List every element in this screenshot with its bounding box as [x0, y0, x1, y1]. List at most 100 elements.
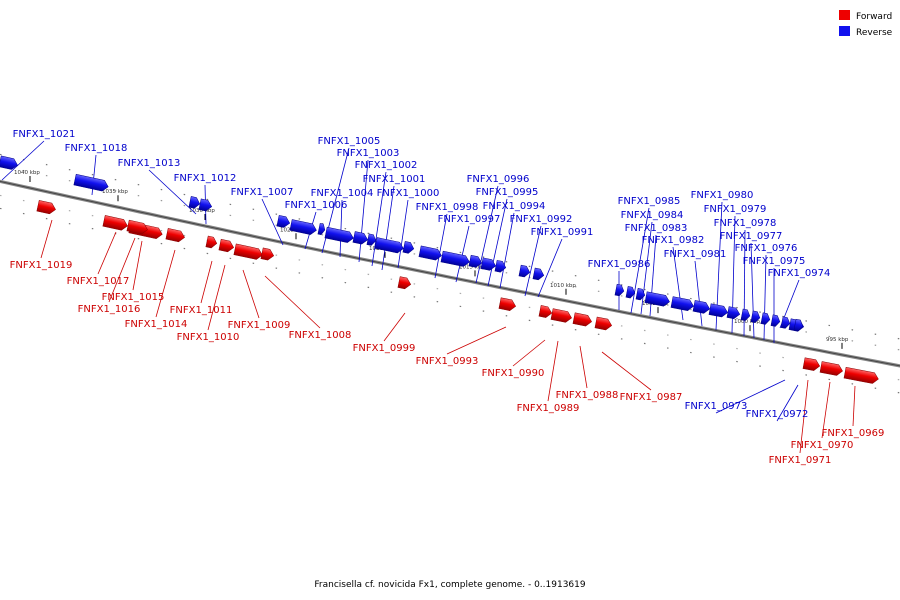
gene-label[interactable]: FNFX1_1009 [228, 320, 291, 331]
gene-label[interactable]: FNFX1_0991 [531, 227, 594, 238]
gene-label[interactable]: FNFX1_0995 [476, 187, 539, 198]
legend-forward[interactable]: Forward [839, 10, 892, 22]
gene-label[interactable]: FNFX1_1017 [67, 276, 130, 287]
gene-label[interactable]: FNFX1_0992 [510, 214, 573, 225]
gene-label[interactable]: FNFX1_0974 [768, 268, 831, 279]
gene-label[interactable]: FNFX1_1001 [363, 174, 426, 185]
gene-fnfx1-1011[interactable] [205, 235, 218, 249]
gene-label[interactable]: FNFX1_0996 [467, 174, 530, 185]
gene-fnfx1-1018[interactable] [73, 173, 110, 192]
gene-label[interactable]: FNFX1_0997 [438, 214, 501, 225]
gene-label[interactable]: FNFX1_0976 [735, 243, 798, 254]
gene-fnfx1-0993[interactable] [498, 297, 517, 312]
gene-fnfx1-1017[interactable] [102, 215, 129, 231]
gene-label[interactable]: FNFX1_0982 [642, 235, 705, 246]
gene-fnfx1-0996[interactable] [468, 254, 483, 268]
gene-label[interactable]: FNFX1_0984 [621, 210, 684, 221]
gene-fnfx1-0973[interactable] [780, 316, 791, 329]
gene-label[interactable]: FNFX1_1000 [377, 188, 440, 199]
gene-fnfx1-1002[interactable] [366, 233, 377, 246]
gene-fnfx1-0969[interactable] [843, 367, 879, 384]
gene-label[interactable]: FNFX1_0999 [353, 343, 416, 354]
gene-label[interactable]: FNFX1_0998 [416, 202, 479, 213]
gene-label[interactable]: FNFX1_1007 [231, 187, 294, 198]
gene-fnfx1-1004[interactable] [324, 226, 355, 243]
gene-label[interactable]: FNFX1_1016 [78, 304, 141, 315]
gene-label[interactable]: FNFX1_0969 [822, 428, 885, 439]
gene-fnfx1-0989[interactable] [550, 308, 573, 324]
gene-fnfx1-0981[interactable] [692, 300, 711, 314]
gene-label[interactable]: FNFX1_0978 [714, 218, 777, 229]
gene-fnfx1-1019[interactable] [36, 200, 57, 215]
gene-label[interactable]: FNFX1_0988 [556, 390, 619, 401]
legend-reverse[interactable]: Reverse [839, 26, 893, 38]
gene-fnfx1-0970[interactable] [819, 361, 844, 376]
gene-fnfx1-0975[interactable] [770, 314, 781, 327]
gene-label[interactable]: FNFX1_0970 [791, 440, 854, 451]
gene-fnfx1-1003[interactable] [352, 231, 369, 246]
gene-label[interactable]: FNFX1_1005 [318, 136, 381, 147]
gene-fnfx1-0995[interactable] [480, 257, 497, 272]
gene-fnfx1-0980[interactable] [708, 303, 729, 318]
gene-label[interactable]: FNFX1_1011 [170, 305, 233, 316]
gene-fnfx1-1005[interactable] [317, 223, 326, 236]
gene-fnfx1-0992[interactable] [518, 264, 531, 278]
gene-fnfx1-0972[interactable] [793, 318, 804, 332]
gene-fnfx1-0987[interactable] [594, 316, 613, 331]
gene-fnfx1-1010[interactable] [218, 238, 235, 253]
gene-label[interactable]: FNFX1_0989 [517, 403, 580, 414]
gene-fnfx1-1014[interactable] [165, 228, 186, 243]
gene-label[interactable]: FNFX1_0972 [746, 409, 809, 420]
gene-label[interactable]: FNFX1_1006 [285, 200, 348, 211]
gene-fnfx1-1015[interactable] [126, 219, 149, 235]
gene-fnfx1-0976[interactable] [760, 312, 771, 325]
gene-label[interactable]: FNFX1_1019 [10, 260, 73, 271]
gene-fnfx1-1009[interactable] [233, 243, 264, 261]
gene-label[interactable]: FNFX1_1012 [174, 173, 237, 184]
gene-fnfx1-0986[interactable] [614, 283, 625, 297]
gene-label[interactable]: FNFX1_0981 [664, 249, 727, 260]
gene-label[interactable]: FNFX1_0987 [620, 392, 683, 403]
gene-fnfx1-0979[interactable] [726, 306, 741, 320]
gene-label[interactable]: FNFX1_0994 [483, 201, 546, 212]
gene-fnfx1-0998[interactable] [418, 245, 443, 261]
gene-label[interactable]: FNFX1_0985 [618, 196, 681, 207]
gene-label[interactable]: FNFX1_1010 [177, 332, 240, 343]
gene-fnfx1-0971[interactable] [802, 357, 821, 372]
gene-fnfx1-0994[interactable] [494, 260, 507, 273]
gene-label[interactable]: FNFX1_1021 [13, 129, 76, 140]
gene-label[interactable]: FNFX1_0979 [704, 204, 767, 215]
gene-label[interactable]: FNFX1_0977 [720, 231, 783, 242]
gene-label[interactable]: FNFX1_1014 [125, 319, 188, 330]
gene-label[interactable]: FNFX1_1008 [289, 330, 352, 341]
gene-fnfx1-1000[interactable] [402, 241, 415, 254]
gene-label[interactable]: FNFX1_0975 [743, 256, 806, 267]
gene-fnfx1-1012[interactable] [198, 198, 213, 212]
gene-fnfx1-0982[interactable] [670, 296, 695, 312]
gene-fnfx1-0985[interactable] [625, 286, 636, 299]
gene-label[interactable]: FNFX1_1003 [337, 148, 400, 159]
gene-label[interactable]: FNFX1_0973 [685, 401, 748, 412]
gene-label[interactable]: FNFX1_1015 [102, 292, 165, 303]
gene-label[interactable]: FNFX1_1018 [65, 143, 128, 154]
gene-label[interactable]: FNFX1_0993 [416, 356, 479, 367]
gene-fnfx1-0990[interactable] [538, 305, 553, 318]
gene-fnfx1-0999[interactable] [397, 276, 412, 290]
gene-fnfx1-0978[interactable] [740, 308, 751, 321]
gene-fnfx1-0991[interactable] [532, 267, 545, 281]
gene-fnfx1-1008[interactable] [260, 247, 275, 261]
gene-fnfx1-0977[interactable] [750, 310, 761, 323]
gene-fnfx1-0988[interactable] [572, 312, 593, 327]
gene-label[interactable]: FNFX1_0986 [588, 259, 651, 270]
gene-label[interactable]: FNFX1_1004 [311, 188, 374, 199]
gene-fnfx1-0983[interactable] [644, 291, 671, 307]
gene-label[interactable]: FNFX1_0990 [482, 368, 545, 379]
gene-fnfx1-1001[interactable] [374, 237, 405, 254]
gene-fnfx1-1013[interactable] [188, 196, 201, 209]
gene-label[interactable]: FNFX1_0983 [625, 223, 688, 234]
gene-label[interactable]: FNFX1_0971 [769, 455, 832, 466]
gene-label[interactable]: FNFX1_1002 [355, 160, 418, 171]
gene-fnfx1-0997[interactable] [440, 250, 471, 267]
gene-fnfx1-1021[interactable] [0, 155, 19, 171]
